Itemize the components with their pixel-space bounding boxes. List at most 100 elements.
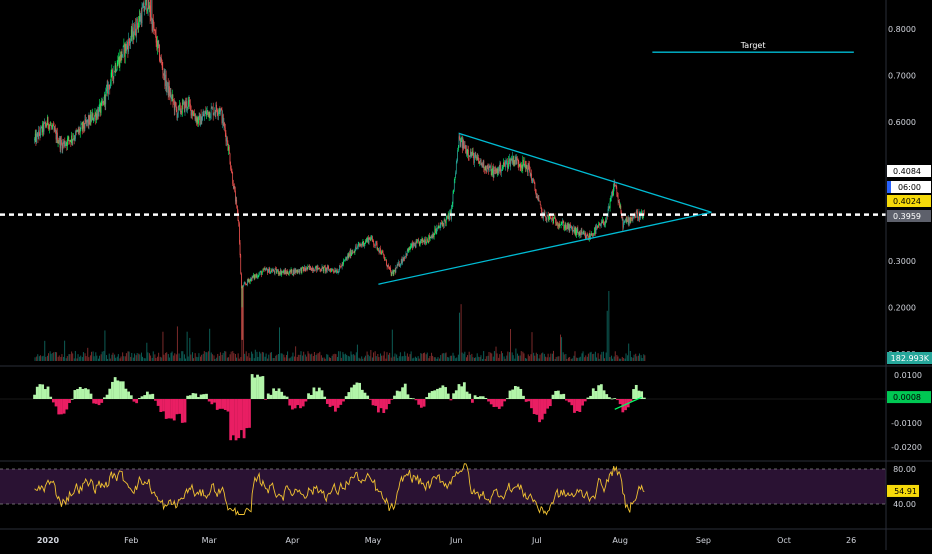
osc-bar: [207, 399, 211, 402]
volume-bar: [97, 358, 99, 361]
candle-body: [576, 229, 577, 235]
volume-bar: [233, 353, 235, 361]
volume-bar: [163, 354, 165, 361]
volume-bar: [66, 356, 68, 361]
osc-bar: [215, 399, 219, 410]
candle-body: [175, 105, 177, 110]
candle-body: [354, 250, 356, 253]
candle-body: [603, 223, 605, 226]
osc-bar: [530, 399, 533, 409]
candle-body: [144, 9, 146, 12]
candle-body: [134, 24, 136, 35]
volume-bar: [58, 355, 60, 361]
price-label: 0.4084: [887, 165, 931, 177]
osc-bar: [602, 390, 606, 399]
volume-bar: [123, 356, 125, 361]
candle-body: [619, 201, 620, 208]
candle-body: [539, 200, 540, 202]
osc-bar: [567, 399, 571, 403]
candle-body: [187, 106, 189, 108]
candle-body: [488, 167, 489, 171]
triangle-lower-trendline[interactable]: [378, 211, 712, 285]
candle-body: [47, 117, 49, 125]
candle-body: [166, 86, 168, 90]
candle-body: [145, 0, 146, 10]
volume-bar: [106, 355, 108, 361]
volume-bar: [491, 353, 493, 361]
price-axis-tick: 0.7000: [888, 71, 916, 80]
candle-body: [593, 233, 595, 235]
volume-bar: [157, 356, 159, 361]
osc-bar: [527, 399, 531, 402]
volume-bar: [44, 340, 46, 361]
candle-body: [316, 265, 317, 271]
price-label-text: 06:00: [898, 183, 921, 192]
osc-bar: [500, 399, 504, 407]
volume-bar: [488, 352, 490, 361]
candle-body: [300, 268, 301, 270]
candle-body: [516, 158, 518, 165]
volume-bar: [598, 358, 600, 361]
volume-bar: [499, 354, 501, 361]
candle-body: [290, 269, 292, 272]
price-panel[interactable]: Target: [0, 0, 886, 340]
osc-bar: [599, 384, 603, 399]
candle-body: [379, 248, 381, 253]
candle-body: [569, 224, 571, 231]
candle-body: [177, 105, 179, 114]
volume-bar: [437, 357, 439, 361]
candle-body: [62, 142, 64, 151]
candle-body: [40, 127, 41, 136]
candle-body: [118, 57, 120, 67]
osc-bar: [575, 399, 579, 412]
osc-bar: [479, 396, 482, 399]
candle-body: [278, 272, 280, 274]
candle-body: [284, 270, 285, 275]
x-axis-tick: Apr: [286, 536, 301, 545]
oscillator-panel[interactable]: [0, 374, 886, 441]
osc-bar: [492, 399, 496, 407]
volume-bar: [637, 355, 639, 361]
candle-body: [59, 137, 60, 143]
volume-bar: [426, 352, 428, 361]
candle-body: [367, 237, 368, 240]
divergence-line[interactable]: [614, 396, 642, 410]
candle-body: [429, 235, 430, 240]
candle-body: [483, 160, 485, 170]
candle-body: [324, 266, 326, 268]
candle-body: [344, 259, 346, 261]
osc-bar: [610, 398, 614, 400]
osc-bar: [307, 393, 310, 399]
candle-body: [200, 114, 201, 126]
volume-bar: [112, 352, 114, 361]
candle-body: [205, 111, 207, 116]
osc-bar: [205, 393, 208, 399]
candle-body: [401, 258, 403, 263]
osc-bar: [183, 399, 187, 423]
candle-body: [117, 61, 119, 66]
osc-bar: [513, 386, 517, 399]
candle-body: [605, 220, 607, 222]
rsi-panel[interactable]: [0, 463, 886, 516]
candle-body: [382, 250, 383, 253]
candle-body: [309, 266, 311, 269]
volume-bar: [382, 355, 384, 361]
candle-body: [368, 237, 370, 243]
candle-body: [625, 218, 627, 222]
candle-body: [108, 84, 109, 95]
candle-body: [392, 271, 394, 274]
candle-body: [351, 252, 353, 254]
candle-body: [592, 235, 593, 237]
volume-bar: [85, 356, 87, 361]
candle-body: [220, 108, 222, 110]
candle-body: [118, 57, 119, 62]
candle-body: [158, 45, 160, 47]
candle-body: [637, 212, 638, 218]
candle-body: [561, 224, 563, 225]
candle-body: [529, 165, 530, 172]
triangle-upper-trendline[interactable]: [458, 132, 712, 213]
volume-bar: [243, 286, 245, 361]
volume-bar: [340, 357, 342, 361]
